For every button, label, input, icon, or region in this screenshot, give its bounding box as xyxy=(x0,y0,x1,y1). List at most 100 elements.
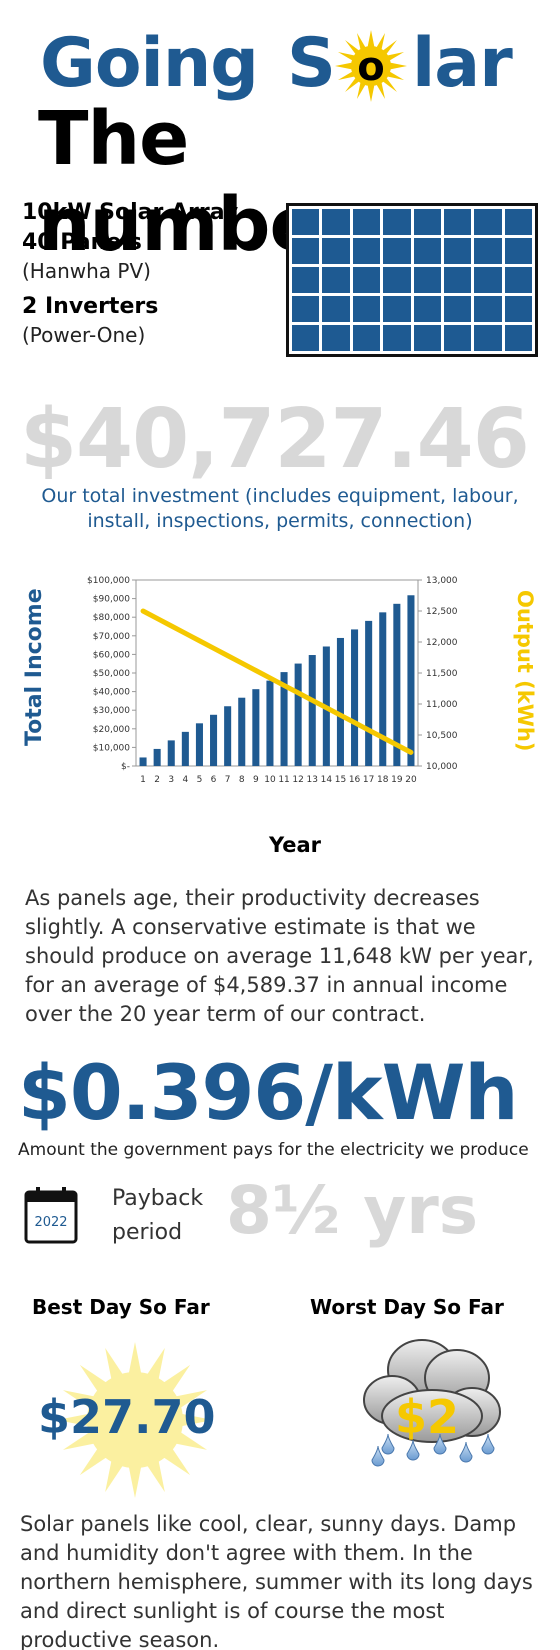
bar xyxy=(224,706,232,766)
bar xyxy=(167,740,175,766)
sun-ray xyxy=(105,1459,124,1493)
y2-tick-label: 11,500 xyxy=(426,669,458,679)
chart-ylabel-left: Total Income xyxy=(22,588,47,746)
panel-cell xyxy=(413,238,441,264)
sun-ray xyxy=(79,1364,108,1393)
y-tick-label: $70,000 xyxy=(93,632,130,642)
sun-ray xyxy=(162,1364,191,1393)
x-tick-label: 18 xyxy=(377,775,389,785)
panel-cell xyxy=(413,325,441,351)
title-lar: lar xyxy=(412,24,513,103)
panel-cell xyxy=(504,209,532,235)
panel-cell xyxy=(383,325,411,351)
plot-frame xyxy=(135,579,419,767)
x-tick-label: 9 xyxy=(253,775,259,785)
sun-icon xyxy=(57,1342,213,1498)
bar xyxy=(252,689,260,766)
spec-inverters: 2 Inverters xyxy=(22,294,159,319)
panel-cell xyxy=(292,209,320,235)
spec-panels-brand: (Hanwha PV) xyxy=(22,259,151,283)
panel-cell xyxy=(443,296,472,322)
y2-tick-label: 10,000 xyxy=(426,762,458,772)
chart-ylabel-right: Output (kWh) xyxy=(513,590,537,752)
panel-cell xyxy=(292,238,320,264)
rate-caption: Amount the government pays for the elect… xyxy=(18,1140,529,1160)
y2-tick-label: 10,500 xyxy=(426,731,458,741)
payback-label-line2: period xyxy=(112,1220,183,1245)
y-tick-label: $10,000 xyxy=(93,743,130,753)
panel-cell xyxy=(383,238,411,264)
calendar-icon: 2022 xyxy=(24,1187,78,1244)
panel-cell xyxy=(352,209,381,235)
specs-block: 10kW Solar Array 40 Panels (Hanwha PV) 2… xyxy=(22,198,272,356)
sun-ray xyxy=(180,1413,213,1427)
bar xyxy=(308,655,316,766)
panel-cell xyxy=(322,209,350,235)
investment-amount: $40,727.46 xyxy=(20,392,530,487)
y-tick-label: $60,000 xyxy=(93,650,130,660)
panel-cell xyxy=(413,267,441,293)
worst-day-value: $2 xyxy=(395,1390,460,1444)
payback-label: Payback period xyxy=(112,1182,203,1250)
panel-cell xyxy=(443,325,472,351)
panel-cell xyxy=(292,325,320,351)
panel-cell xyxy=(413,209,441,235)
panel-cell xyxy=(504,325,532,351)
bar xyxy=(238,697,246,766)
bar xyxy=(280,672,288,766)
x-tick-label: 14 xyxy=(321,775,333,785)
productivity-paragraph: As panels age, their productivity decrea… xyxy=(25,886,534,1026)
panel-cell xyxy=(474,325,502,351)
bar xyxy=(139,757,147,766)
bar xyxy=(365,620,373,766)
bar xyxy=(351,629,359,766)
x-tick-label: 20 xyxy=(405,775,417,785)
x-tick-label: 2 xyxy=(154,775,160,785)
bar xyxy=(294,663,302,766)
panel-cell xyxy=(383,209,411,235)
payback-value: 8½ yrs xyxy=(226,1172,479,1249)
sun-ray xyxy=(128,1465,142,1498)
x-tick-label: 15 xyxy=(335,775,346,785)
bar xyxy=(210,714,218,766)
panel-cell xyxy=(474,209,502,235)
rate-value: $0.396/kWh xyxy=(18,1048,519,1137)
bar xyxy=(336,637,344,766)
chart-svg: $- $10,000 $20,000 $30,000 $40,000 $50,000 $60… xyxy=(87,576,458,785)
sun-ray xyxy=(128,1342,142,1375)
panel-cell xyxy=(322,267,350,293)
title-line-1: Going S o lar xyxy=(0,24,560,114)
x-tick-label: 3 xyxy=(168,775,174,785)
panel-cell xyxy=(352,267,381,293)
panel-cell xyxy=(352,296,381,322)
sun-ray xyxy=(162,1447,191,1476)
chart-xlabel: Year xyxy=(268,833,322,857)
y-tick-label: $- xyxy=(121,762,130,772)
payback-label-line1: Payback xyxy=(112,1186,204,1211)
bar xyxy=(195,723,203,766)
spec-inverters-brand: (Power-One) xyxy=(22,323,146,347)
sun-ray xyxy=(79,1447,108,1476)
bar xyxy=(407,595,415,766)
panel-cell xyxy=(383,267,411,293)
panel-cell xyxy=(292,296,320,322)
solar-panel-icon xyxy=(286,203,538,357)
panel-cell xyxy=(413,296,441,322)
title-o: o xyxy=(357,44,384,90)
x-tick-label: 7 xyxy=(225,775,231,785)
panel-cell xyxy=(504,267,532,293)
y-tick-label: $100,000 xyxy=(87,576,130,586)
bar xyxy=(153,748,161,766)
panel-cell xyxy=(474,267,502,293)
x-tick-label: 19 xyxy=(391,775,403,785)
best-day-value: $27.70 xyxy=(38,1390,216,1444)
x-tick-label: 8 xyxy=(239,775,245,785)
panel-cell xyxy=(504,238,532,264)
y-tick-label: $80,000 xyxy=(93,613,130,623)
y-tick-label: $30,000 xyxy=(93,706,130,716)
x-tick-label: 16 xyxy=(349,775,361,785)
panel-cell xyxy=(352,238,381,264)
calendar-year: 2022 xyxy=(34,1215,67,1230)
y2-tick-label: 12,500 xyxy=(426,607,458,617)
panel-cell xyxy=(474,238,502,264)
